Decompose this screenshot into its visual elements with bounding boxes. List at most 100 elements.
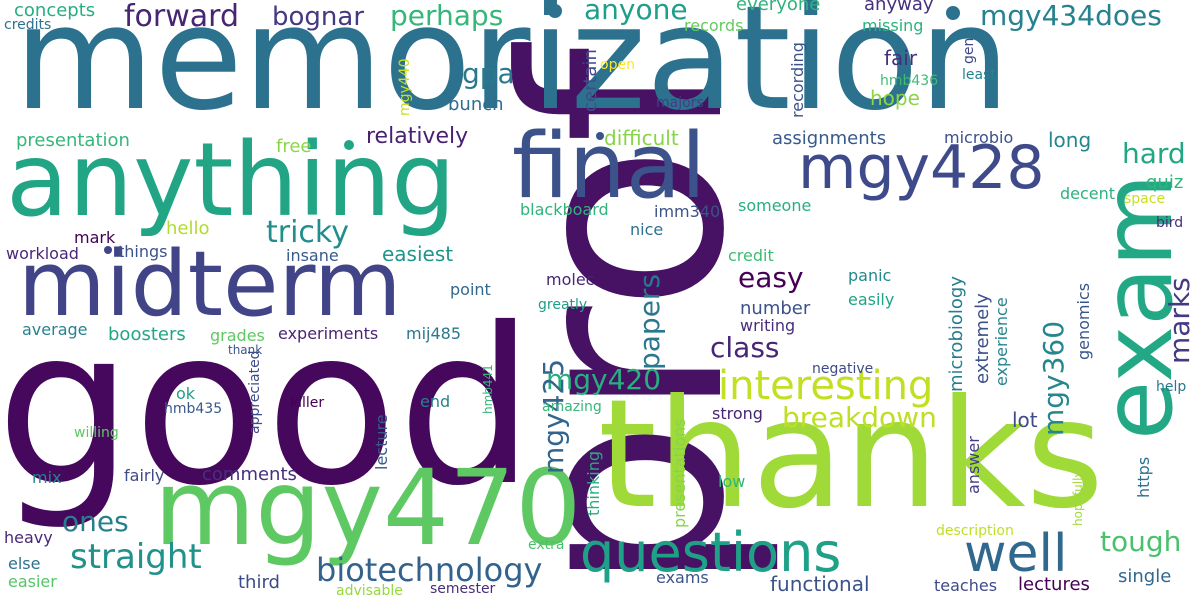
word: end (420, 392, 451, 411)
word: lecture (372, 414, 391, 470)
word: class (710, 331, 780, 364)
word: help (1156, 379, 1187, 395)
word: lectures (1018, 574, 1090, 595)
word: killer (290, 395, 325, 411)
word: negative (812, 361, 874, 377)
word: low (718, 472, 746, 491)
word: difficult (604, 126, 679, 150)
word: mgy360 (1037, 320, 1070, 436)
word: free (276, 136, 312, 157)
word: presentation (16, 130, 130, 151)
word: thank (228, 343, 263, 357)
word: mij485 (406, 324, 462, 343)
decorative-dot (104, 246, 112, 254)
word: mgy440 (397, 58, 413, 116)
word: hope (870, 86, 920, 110)
word: heavy (4, 528, 53, 547)
word: ok (176, 384, 196, 403)
word: https (1134, 456, 1153, 498)
word: extremely (972, 293, 993, 384)
word: imm340 (654, 202, 721, 221)
word: long (1048, 128, 1092, 152)
word: average (22, 320, 88, 339)
word: third (238, 572, 280, 593)
word: amazing (542, 399, 602, 415)
word: credits (4, 17, 52, 33)
word: concepts (14, 0, 96, 21)
word: mgy420 (546, 363, 662, 396)
word: hmb441 (481, 364, 495, 414)
decorative-dot (344, 140, 354, 150)
word: anything (6, 121, 456, 240)
word: records (684, 16, 744, 35)
word: things (118, 242, 168, 261)
word: straight (70, 537, 202, 577)
word: number (740, 298, 811, 319)
word: gpa (462, 57, 515, 90)
word: someone (738, 196, 812, 215)
word: hmb436 (880, 73, 939, 89)
word: mgy428 (798, 133, 1045, 203)
word: hard (1122, 137, 1186, 170)
decorative-dot (596, 132, 604, 140)
word: insane (286, 246, 339, 265)
word: hmb435 (164, 401, 223, 417)
word: extra (528, 537, 565, 553)
word: tricky (266, 215, 349, 250)
word: writing (740, 316, 796, 335)
word: molec (546, 270, 595, 289)
word: biotechnology (316, 551, 543, 589)
word: easier (8, 572, 57, 591)
word: strong (712, 404, 763, 423)
word: memorization (14, 0, 1011, 142)
word: semester (430, 581, 496, 597)
word: greatly (538, 297, 588, 313)
word: boosters (108, 324, 186, 345)
word: genomics (1074, 282, 1093, 360)
word: easily (848, 290, 895, 309)
word: thinking (584, 450, 603, 516)
word: hopefully (1071, 470, 1085, 526)
decorative-dot (548, 4, 562, 18)
word: lot (1012, 408, 1038, 432)
word: forward (124, 0, 240, 34)
word: decent (1060, 184, 1116, 203)
word: mgy425 (537, 358, 570, 474)
word: microbio (944, 128, 1014, 147)
word: teaches (934, 576, 998, 595)
word: exams (656, 568, 709, 587)
word: ones (62, 505, 129, 538)
word: microbiology (946, 276, 967, 392)
word: interesting (718, 363, 934, 409)
word: recording (788, 42, 807, 118)
word: advisable (336, 583, 403, 599)
word: gen (961, 37, 977, 64)
word: easiest (382, 242, 454, 266)
word: relatively (366, 124, 469, 149)
word: presentations (670, 418, 689, 528)
word: final (512, 114, 706, 219)
word: bognar (272, 2, 365, 32)
word: well (964, 524, 1068, 584)
word: workload (6, 244, 79, 263)
word: experiments (278, 324, 379, 343)
word: least (962, 67, 996, 83)
word: mgy470 (154, 447, 582, 569)
word: open (600, 57, 635, 73)
word: questions (580, 521, 842, 584)
word: description (936, 523, 1014, 539)
word: quiz (1146, 172, 1184, 193)
word: anyway (864, 0, 934, 15)
word: single (1118, 566, 1172, 587)
word: willing (74, 425, 119, 441)
word: fairly (124, 466, 165, 485)
word: perhaps (390, 0, 504, 32)
word: experience (992, 297, 1011, 386)
word: fair (884, 46, 918, 70)
word: mix (32, 468, 62, 487)
word: everyone (736, 0, 821, 15)
word: panic (848, 266, 892, 285)
word: appreciated (247, 350, 263, 434)
word: assignments (772, 128, 887, 149)
